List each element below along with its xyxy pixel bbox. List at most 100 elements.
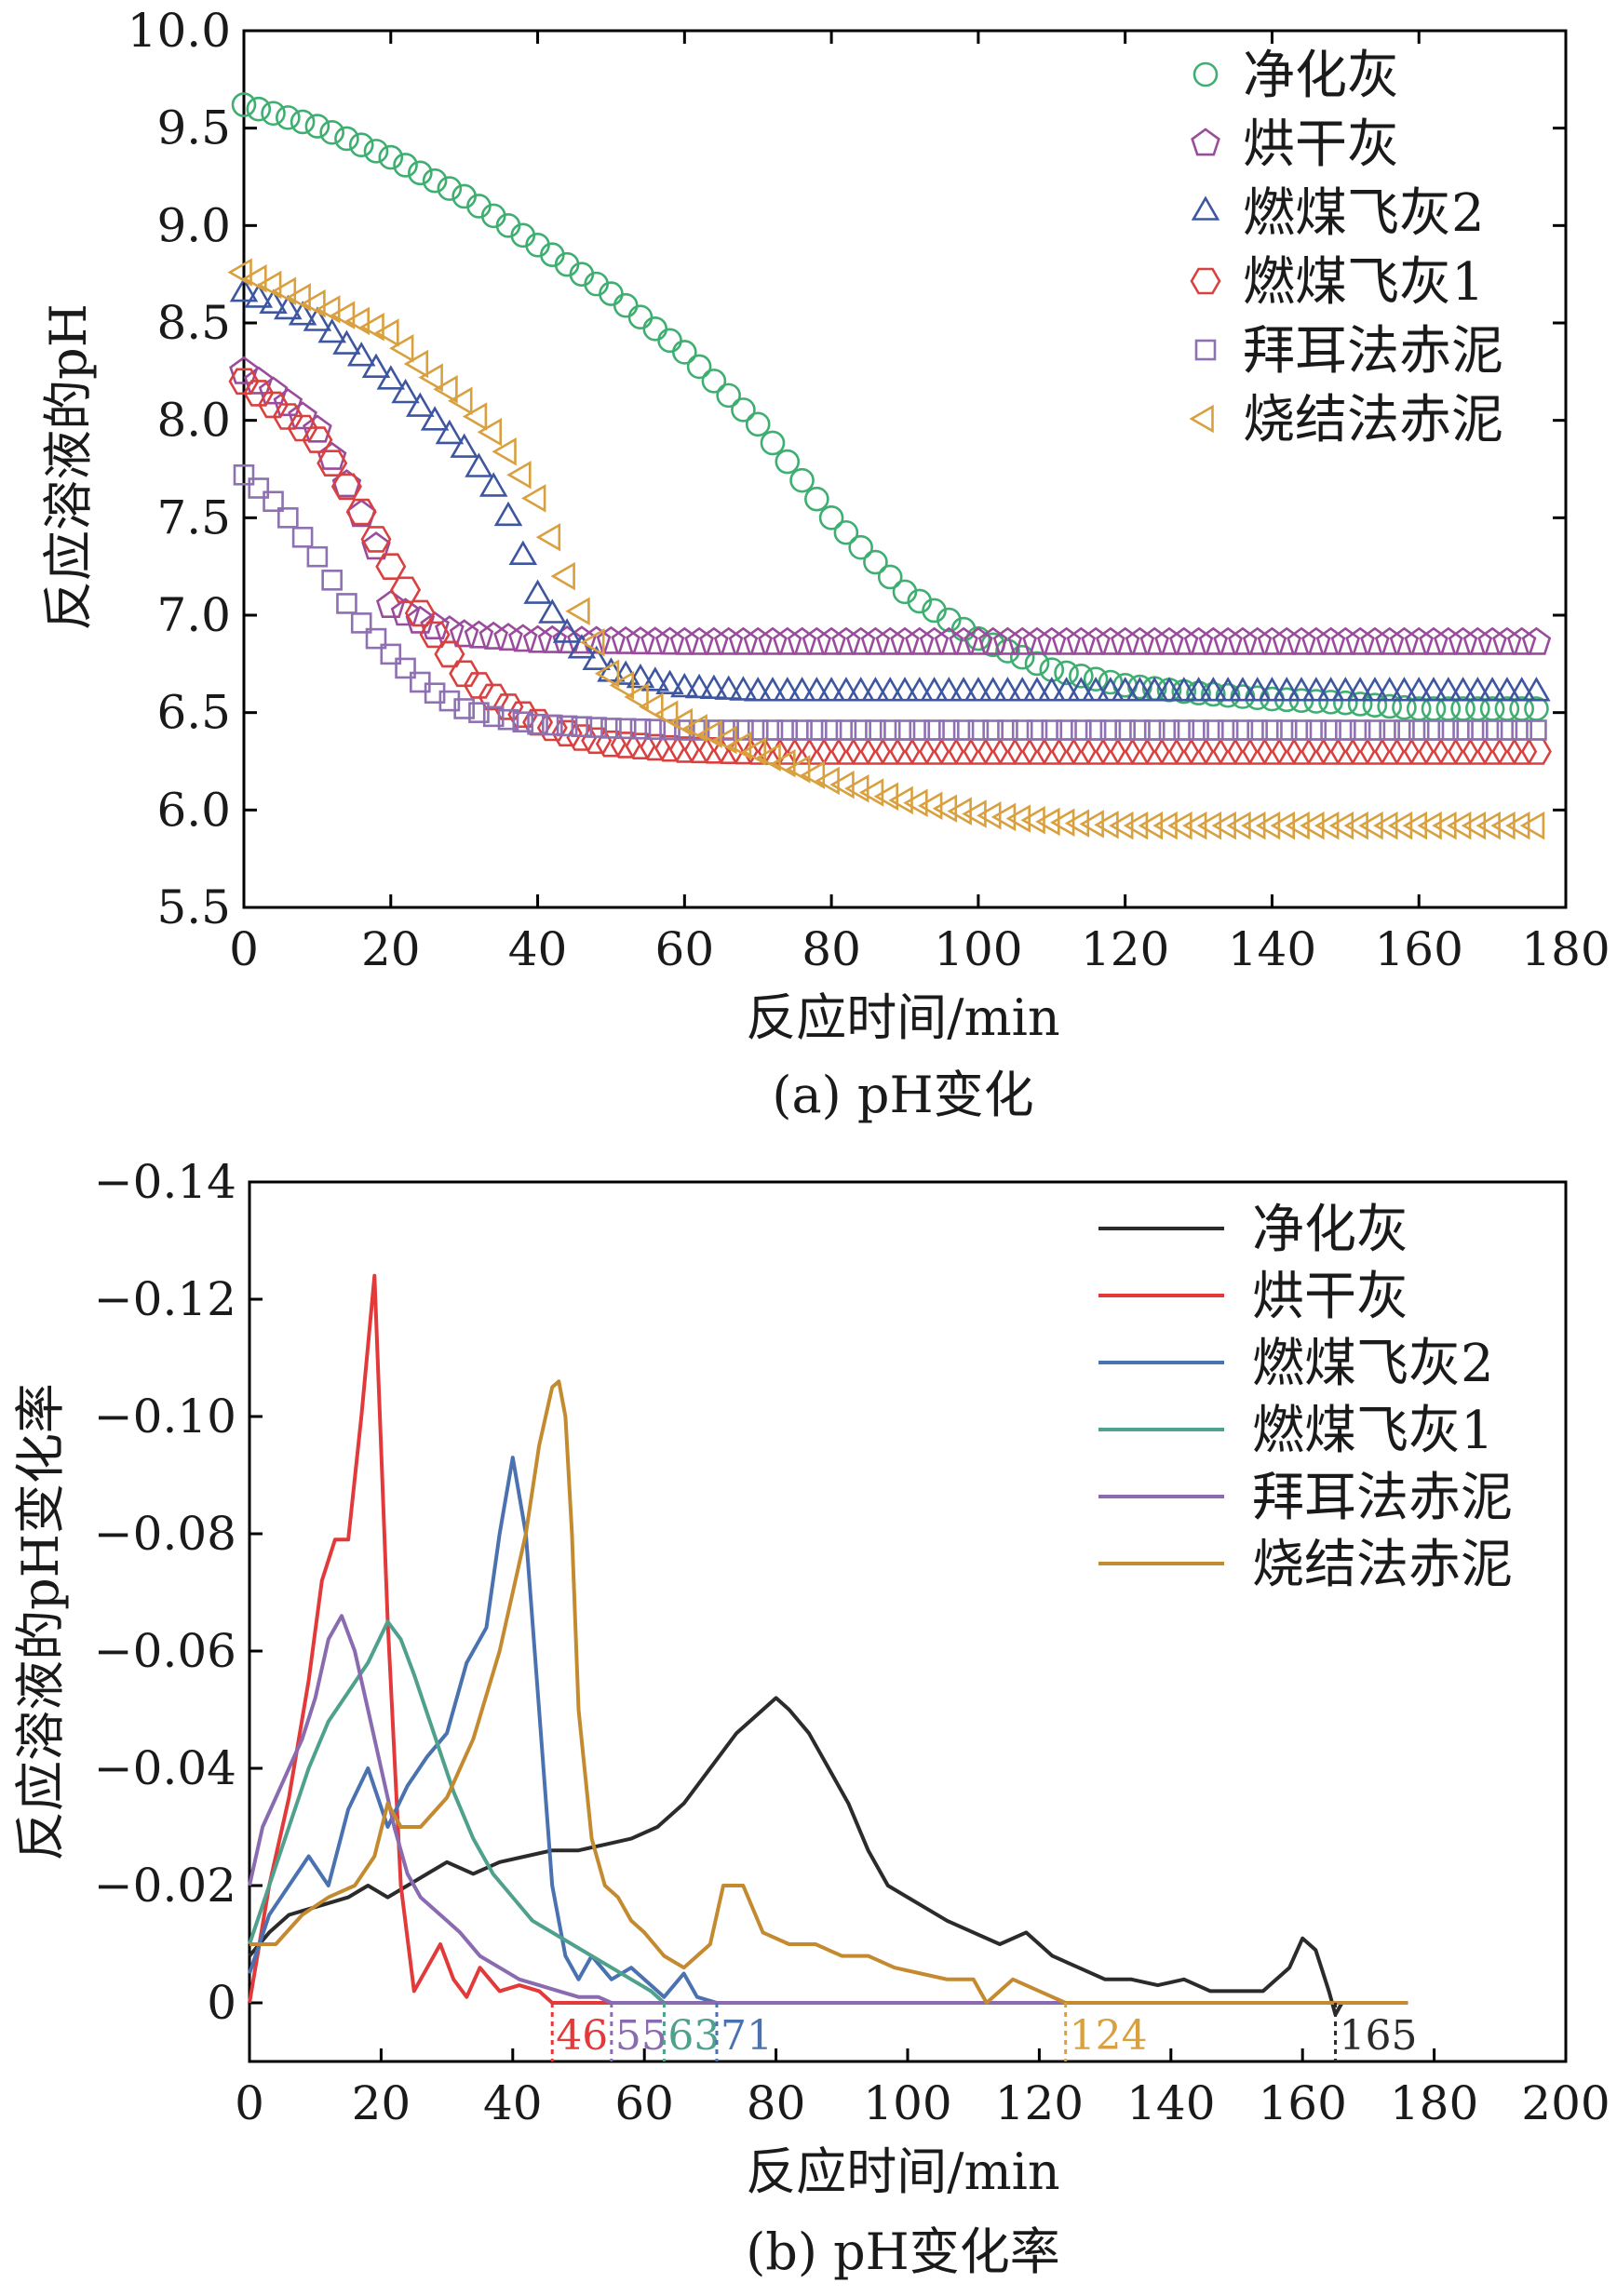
chart-b-annotation-label: 55 — [615, 2012, 667, 2060]
chart-a-data-point — [682, 714, 707, 743]
chart-a-legend-item: 拜耳法赤泥 — [1194, 321, 1503, 382]
chart-a-data-point — [375, 553, 407, 581]
chart-a-data-point — [772, 626, 802, 655]
chart-a-data-point — [626, 663, 655, 689]
chart-a-data-point — [1477, 626, 1507, 655]
chart-a-data-point — [229, 356, 259, 384]
chart-b-x-tick-label: 180 — [1390, 2076, 1478, 2130]
chart-a-data-point — [816, 626, 846, 655]
chart-a-data-point — [374, 318, 399, 347]
chart-a-data-point — [406, 392, 435, 417]
chart-a-data-point — [775, 449, 801, 475]
chart-a-data-point — [556, 715, 578, 737]
chart-a-data-point — [464, 620, 494, 649]
chart-a-data-point — [684, 673, 714, 699]
chart-a-data-point — [1111, 677, 1139, 702]
chart-a-y-tick-label: 8.5 — [156, 296, 231, 350]
chart-a-x-tick-label: 100 — [934, 922, 1022, 976]
chart-b-y-tick-label: −0.06 — [94, 1624, 236, 1678]
chart-a-data-point — [1301, 677, 1331, 702]
chart-a-data-point — [875, 677, 905, 702]
chart-a-data-point — [1020, 805, 1045, 835]
chart-a-data-point — [949, 626, 978, 655]
chart-b-legend-label: 烘干灰 — [1252, 1267, 1408, 1327]
chart-a-data-point — [1377, 693, 1402, 719]
chart-b-annotation-label: 71 — [721, 2012, 773, 2060]
chart-a-data-point — [741, 737, 767, 766]
chart-a-data-point — [1270, 811, 1295, 840]
chart-a-data-point — [393, 153, 418, 178]
chart-a-data-point — [1232, 719, 1254, 741]
chart-a-x-tick-label: 20 — [361, 922, 421, 976]
chart-a-data-point — [537, 624, 568, 653]
chart-a-data-point — [1333, 690, 1358, 716]
chart-a-data-point — [1345, 626, 1375, 655]
chart-b-y-tick-label: −0.02 — [94, 1859, 236, 1913]
chart-a-data-point — [806, 719, 828, 741]
chart-a-data-point — [359, 312, 384, 342]
chart-a-data-point — [835, 719, 857, 741]
chart-a-data-point — [360, 526, 392, 553]
chart-a-legend-label: 净化灰 — [1243, 46, 1399, 106]
chart-a-data-point — [258, 376, 289, 405]
chart-a-data-point — [804, 486, 829, 512]
chart-a-data-point — [1496, 719, 1518, 741]
chart-a-data-point — [361, 353, 391, 379]
chart-a-data-point — [330, 301, 356, 329]
chart-a-data-point — [1067, 677, 1096, 702]
chart-a-data-point — [731, 397, 756, 423]
chart-a-data-point — [390, 597, 421, 626]
chart-a-data-point — [714, 675, 743, 700]
chart-a-data-point — [629, 718, 652, 740]
chart-a-data-point — [729, 676, 758, 701]
chart-a-data-point — [1109, 811, 1134, 840]
chart-a-data-point — [831, 626, 861, 655]
chart-a-data-point — [747, 719, 769, 741]
chart-a-data-point — [303, 306, 332, 331]
chart-a-data-point — [438, 690, 461, 712]
chart-a-data-point — [1152, 811, 1178, 840]
chart-b-x-tick-label: 40 — [483, 2076, 543, 2130]
chart-a-x-tick-label: 80 — [802, 922, 861, 976]
chart-a-data-point — [1419, 677, 1449, 702]
chart-a-data-point — [1037, 677, 1067, 702]
chart-a-data-point — [1007, 677, 1037, 702]
chart-a-data-point — [287, 414, 318, 442]
chart-a-data-point — [552, 618, 582, 643]
chart-a-data-point — [686, 354, 712, 380]
chart-a-data-point — [879, 719, 901, 741]
chart-a-data-point — [873, 782, 899, 811]
chart-a-data-point — [1051, 626, 1082, 655]
chart-a-y-tick-label: 6.0 — [156, 783, 231, 837]
chart-a-data-point — [800, 760, 826, 789]
chart-b-annotation-label: 63 — [667, 2012, 720, 2060]
chart-a-data-point — [1041, 719, 1063, 741]
chart-b-y-tick-label: 0 — [207, 1976, 236, 2030]
chart-a-data-point — [728, 626, 759, 655]
chart-a-data-point — [594, 659, 620, 689]
chart-a-y-tick-label: 8.0 — [156, 394, 231, 448]
chart-a-data-point — [521, 484, 546, 513]
chart-a-data-point — [1198, 626, 1229, 655]
chart-a-legend-label: 拜耳法赤泥 — [1243, 321, 1503, 382]
chart-a-data-point — [771, 748, 796, 778]
chart-a-data-point — [389, 333, 414, 363]
chart-a-data-point — [391, 378, 420, 404]
chart-a-data-point — [993, 677, 1022, 702]
chart-a-data-point — [344, 306, 371, 336]
chart-a-data-point — [243, 366, 274, 395]
chart-a-data-point — [508, 540, 538, 566]
chart-a-data-point — [376, 365, 406, 390]
chart-b-x-tick-label: 120 — [995, 2076, 1084, 2130]
chart-b-series-4-line — [248, 1619, 1408, 2005]
chart-a-data-point — [1390, 677, 1419, 702]
chart-a-data-point — [248, 477, 270, 499]
chart-a-data-point — [967, 719, 990, 741]
chart-a-data-point — [655, 669, 684, 695]
chart-a-data-point — [437, 176, 463, 201]
chart-b-ticks: 0 20 40 60 80 100 120 140 160 180 200 0 −0.02 −0.04 −0… — [94, 1155, 1610, 2130]
chart-a-data-point — [1481, 719, 1503, 741]
chart-a-data-point — [657, 328, 682, 354]
